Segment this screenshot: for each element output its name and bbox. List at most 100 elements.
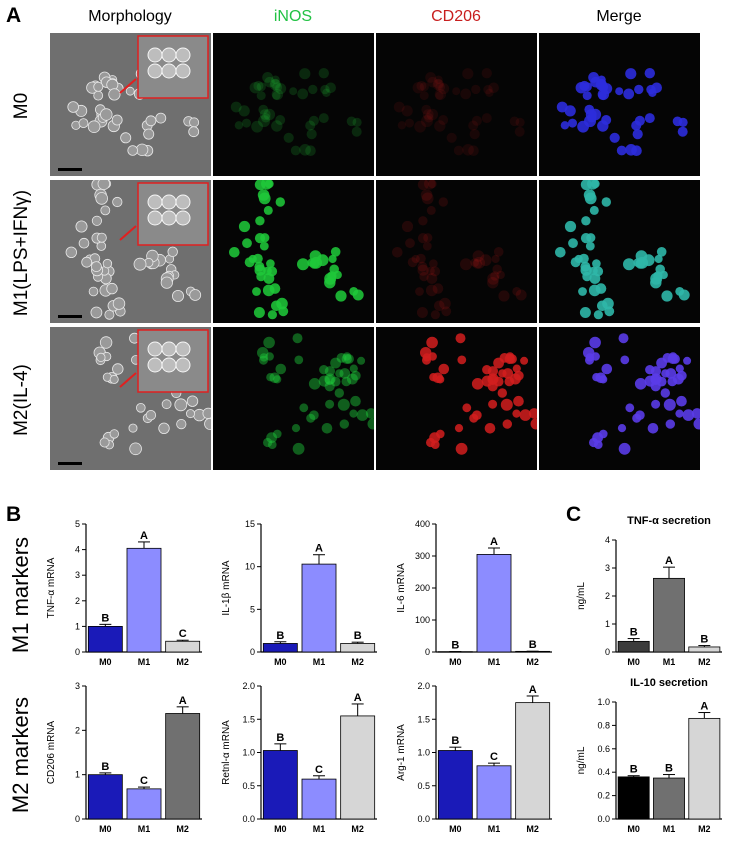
cell	[435, 82, 446, 93]
cell	[324, 366, 335, 377]
bar-m2	[165, 713, 201, 820]
micrograph-cd206-m1	[376, 180, 537, 323]
significance-letter: B	[529, 639, 537, 651]
cell	[426, 336, 438, 349]
cell	[308, 378, 321, 390]
cell	[299, 403, 309, 413]
cell	[483, 84, 493, 95]
cell	[420, 189, 433, 201]
significance-letter: B	[630, 627, 638, 639]
inset-cell	[161, 341, 177, 357]
cell	[324, 277, 336, 289]
cell	[438, 197, 448, 207]
significance-letter: B	[700, 634, 708, 646]
x-tick-label: M2	[351, 824, 364, 834]
cell	[492, 264, 502, 275]
cell	[473, 256, 486, 269]
cell	[633, 258, 642, 267]
cell	[397, 121, 407, 130]
bar-m0	[262, 643, 298, 653]
cell	[625, 68, 637, 80]
cell	[656, 357, 667, 369]
y-tick-label: 0	[75, 814, 80, 824]
cell	[161, 399, 172, 410]
cell	[493, 247, 504, 257]
y-axis-label: ng/mL	[576, 746, 587, 774]
chart-title: TNF-α secretion	[627, 515, 711, 527]
cell	[419, 271, 429, 282]
cell	[599, 375, 608, 384]
cell	[135, 143, 149, 157]
y-tick-label: 2	[605, 591, 610, 601]
cell	[91, 215, 103, 226]
cell	[269, 79, 281, 91]
cell	[271, 88, 284, 101]
cell	[344, 354, 354, 364]
cell	[263, 205, 273, 215]
cell	[155, 112, 167, 124]
chart-cd206-mrna: CD206 mRNA 0 1 2 3 B M0 C M1 A M2	[40, 674, 210, 844]
cell	[462, 144, 474, 156]
micrograph-inos-m1	[213, 180, 374, 323]
cell	[263, 108, 276, 121]
inset-cell	[161, 357, 177, 373]
cell	[308, 115, 319, 126]
cell	[485, 88, 494, 97]
cell	[512, 409, 521, 418]
cell	[660, 388, 670, 398]
cell	[634, 115, 645, 126]
cell	[432, 283, 444, 294]
cell	[265, 352, 274, 361]
cell	[238, 105, 250, 117]
significance-letter: B	[276, 732, 284, 744]
cell	[584, 192, 597, 205]
cell	[109, 374, 119, 384]
y-axis-label: IL-6 mRNA	[396, 563, 407, 613]
cell	[635, 410, 645, 420]
cell	[342, 352, 352, 361]
cell	[324, 373, 336, 385]
y-axis-label: CD206 mRNA	[46, 721, 57, 785]
cell	[677, 126, 688, 137]
cell	[462, 403, 472, 413]
cell	[427, 76, 438, 88]
y-tick-label: 3	[75, 570, 80, 580]
cell	[481, 68, 492, 79]
chart-il10-secretion: IL-10 secretion ng/mL 0.0 0.2 0.4 0.6 0.8 1.0 B M…	[570, 674, 730, 844]
cell	[648, 88, 657, 97]
cell	[290, 145, 301, 156]
bar-m1	[653, 777, 685, 820]
cell	[275, 197, 285, 207]
cell	[346, 116, 357, 127]
cell	[512, 364, 521, 373]
cell	[581, 216, 591, 226]
cell	[578, 287, 587, 296]
cell	[441, 306, 452, 317]
cell	[253, 253, 263, 264]
y-tick-label: 0.6	[597, 744, 610, 754]
cell	[261, 180, 273, 190]
cell	[351, 126, 362, 137]
significance-letter: B	[276, 630, 284, 642]
cell	[356, 409, 369, 421]
y-tick-label: 1.0	[417, 748, 430, 758]
bar-m0	[437, 750, 473, 820]
cell	[609, 132, 620, 143]
significance-letter: A	[700, 701, 708, 713]
column-header-inos: iNOS	[273, 8, 313, 25]
cell	[308, 84, 318, 95]
y-axis-label: Retnl-α mRNA	[221, 720, 232, 785]
inset-cell	[175, 341, 191, 357]
y-tick-label: 100	[415, 615, 430, 625]
inset-cell	[175, 194, 191, 210]
significance-letter: A	[665, 555, 673, 567]
y-tick-label: 4	[75, 545, 80, 555]
x-tick-label: M0	[627, 657, 640, 667]
cell	[471, 378, 484, 390]
y-axis-label: ng/mL	[576, 582, 587, 610]
cell	[585, 353, 595, 362]
cell	[306, 413, 316, 423]
cell	[111, 114, 123, 126]
cell	[261, 113, 271, 123]
cell	[675, 409, 684, 418]
